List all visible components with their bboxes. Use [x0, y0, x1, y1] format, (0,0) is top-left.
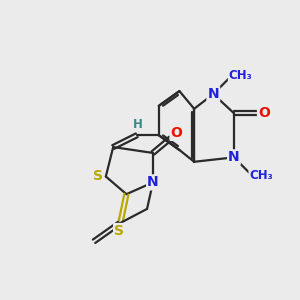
Text: N: N — [208, 87, 219, 101]
Text: CH₃: CH₃ — [249, 169, 273, 182]
Text: N: N — [147, 176, 159, 189]
Text: O: O — [258, 106, 270, 120]
Text: N: N — [228, 150, 240, 164]
Text: CH₃: CH₃ — [229, 69, 253, 82]
Text: S: S — [114, 224, 124, 238]
Text: O: O — [171, 126, 182, 140]
Text: H: H — [133, 118, 143, 130]
Text: S: S — [93, 169, 103, 184]
